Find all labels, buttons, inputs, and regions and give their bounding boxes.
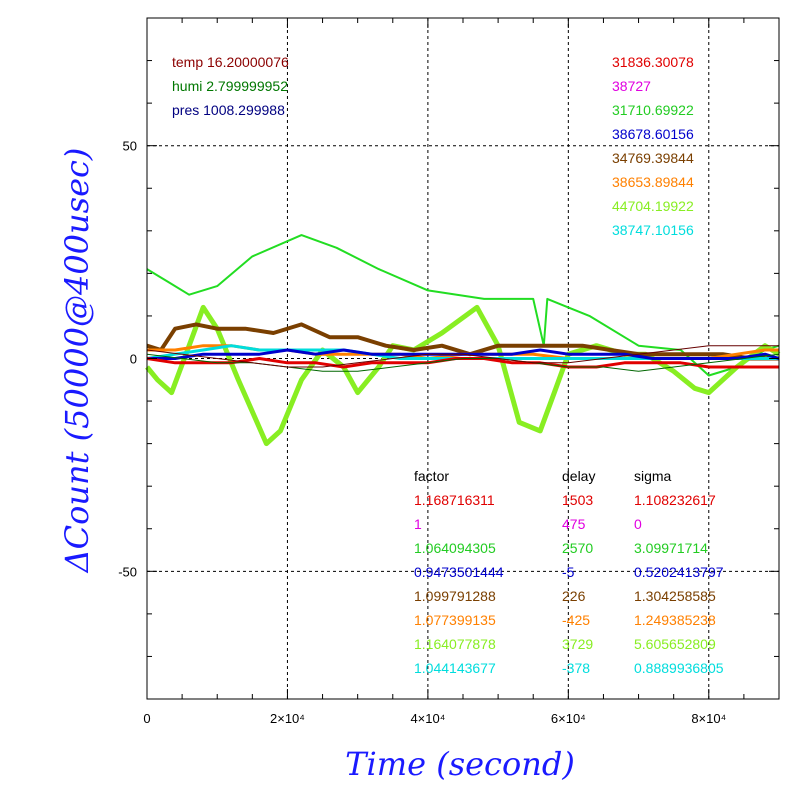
table-header-1: delay — [562, 468, 595, 484]
table-cell-delay: -5 — [562, 564, 575, 580]
series-value-0: 31836.30078 — [612, 54, 694, 70]
series-value-7: 38747.10156 — [612, 222, 694, 238]
table-cell-factor: 1 — [414, 516, 422, 532]
x-tick-label-1: 2×10⁴ — [270, 711, 305, 726]
table-cell-factor: 1.064094305 — [414, 540, 496, 556]
table-cell-delay: 475 — [562, 516, 586, 532]
table-cell-delay: -378 — [562, 660, 590, 676]
table-cell-sigma: 0.8889936805 — [634, 660, 724, 676]
series-line-8 — [146, 345, 779, 368]
env-label-2: pres 1008.299988 — [172, 102, 285, 118]
table-cell-sigma: 0 — [634, 516, 642, 532]
table-cell-factor: 1.164077878 — [414, 636, 496, 652]
env-label-0: temp 16.20000076 — [172, 54, 289, 70]
axis-ticks — [146, 17, 780, 700]
x-axis-title: Time (second) — [345, 745, 575, 783]
series-line-2 — [146, 322, 779, 361]
x-tick-label-0: 0 — [143, 711, 150, 726]
x-tick-label-3: 6×10⁴ — [551, 711, 586, 726]
series-layer — [145, 234, 781, 447]
series-value-1: 38727 — [612, 78, 651, 94]
table-cell-delay: 2570 — [562, 540, 593, 556]
series-line-5 — [147, 348, 780, 360]
table-cell-sigma: 3.09971714 — [634, 540, 708, 556]
table-cell-sigma: 0.5202413797 — [634, 564, 724, 580]
table-cell-delay: 3729 — [562, 636, 593, 652]
table-header-0: factor — [414, 468, 449, 484]
series-value-5: 38653.89844 — [612, 174, 694, 190]
table-cell-factor: 1.044143677 — [414, 660, 496, 676]
y-tick-label-2: -50 — [118, 564, 137, 579]
table-cell-delay: 226 — [562, 588, 586, 604]
series-value-4: 34769.39844 — [612, 150, 694, 166]
table-cell-sigma: 1.108232617 — [634, 492, 716, 508]
table-header-2: sigma — [634, 468, 672, 484]
series-value-2: 31710.69922 — [612, 102, 694, 118]
table-cell-sigma: 1.249385238 — [634, 612, 716, 628]
table-cell-delay: 1503 — [562, 492, 593, 508]
y-tick-label-0: 50 — [123, 139, 137, 154]
table-cell-factor: 0.9473501444 — [414, 564, 504, 580]
table-cell-factor: 1.168716311 — [414, 492, 495, 508]
x-tick-label-2: 4×10⁴ — [410, 711, 445, 726]
series-value-6: 44704.19922 — [612, 198, 694, 214]
y-tick-label-1: 0 — [130, 352, 137, 367]
annotations: temp 16.20000076 humi 2.799999952 pres 100… — [172, 54, 724, 676]
x-tick-label-4: 8×10⁴ — [691, 711, 726, 726]
table-cell-factor: 1.077399135 — [414, 612, 496, 628]
env-label-1: humi 2.799999952 — [172, 78, 288, 94]
y-axis-title: ΔCount (50000@400usec) — [58, 148, 96, 575]
table-cell-factor: 1.099791288 — [414, 588, 496, 604]
series-value-3: 38678.60156 — [612, 126, 694, 142]
table-cell-sigma: 5.605652809 — [634, 636, 716, 652]
series-line-1 — [145, 304, 781, 447]
table-cell-sigma: 1.304258585 — [634, 588, 716, 604]
table-cell-delay: -425 — [562, 612, 590, 628]
